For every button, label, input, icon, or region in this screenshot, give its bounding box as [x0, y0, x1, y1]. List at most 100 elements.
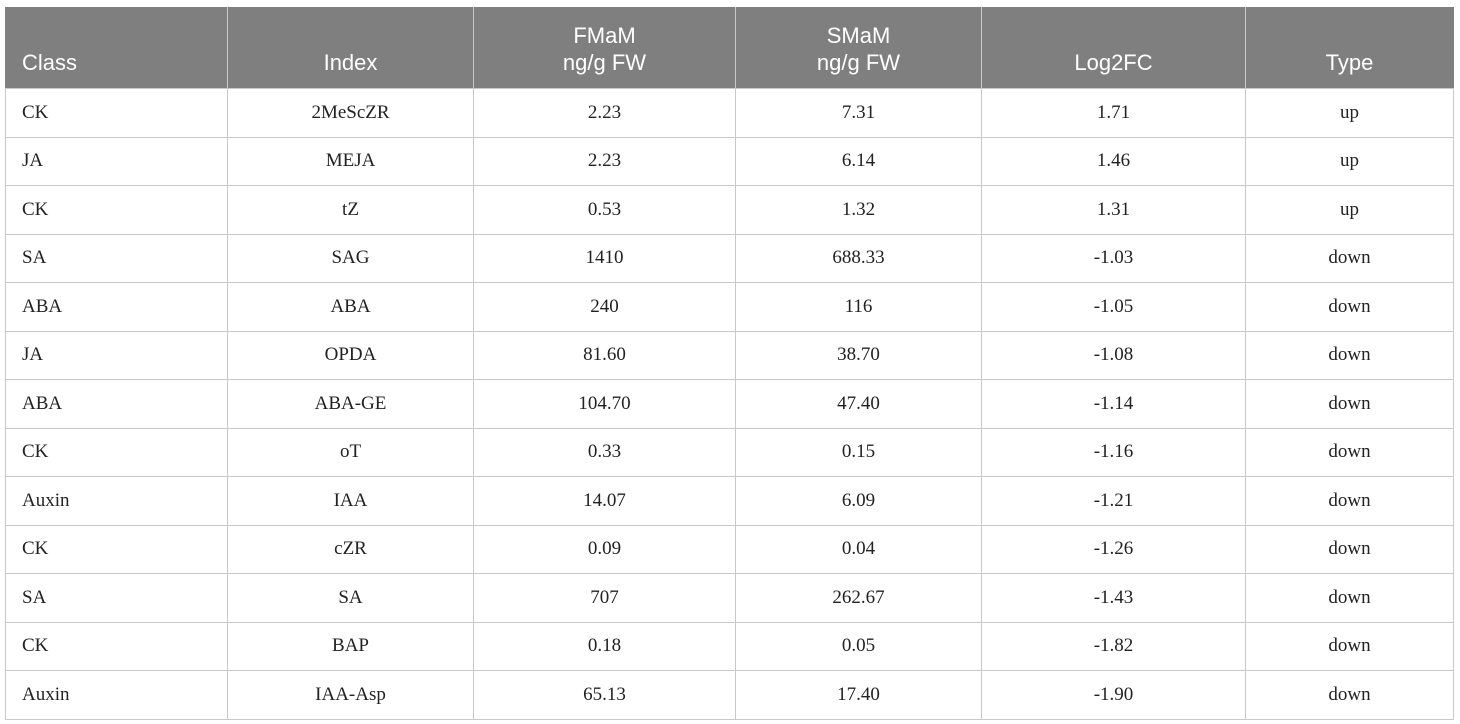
table-row: SA SA 707 262.67 -1.43 down — [5, 573, 1454, 623]
cell-fmam: 2.23 — [473, 136, 736, 186]
cell-index: BAP — [227, 621, 474, 671]
cell-type: down — [1245, 621, 1454, 671]
cell-fmam: 0.33 — [473, 427, 736, 477]
cell-index: 2MeScZR — [227, 88, 474, 138]
header-index: Index — [227, 7, 474, 89]
cell-class: Auxin — [5, 670, 228, 720]
table-row: ABA ABA 240 116 -1.05 down — [5, 282, 1454, 332]
cell-class: SA — [5, 233, 228, 283]
cell-smam: 1.32 — [735, 185, 982, 235]
cell-fmam: 1410 — [473, 233, 736, 283]
cell-smam: 688.33 — [735, 233, 982, 283]
cell-log2fc: -1.05 — [981, 282, 1246, 332]
cell-smam: 0.04 — [735, 524, 982, 574]
cell-index: tZ — [227, 185, 474, 235]
table-body: CK 2MeScZR 2.23 7.31 1.71 up JA MEJA 2.23 6.14 1.4… — [5, 88, 1454, 720]
cell-index: IAA-Asp — [227, 670, 474, 720]
cell-fmam: 81.60 — [473, 330, 736, 380]
cell-class: CK — [5, 524, 228, 574]
table-row: CK oT 0.33 0.15 -1.16 down — [5, 427, 1454, 477]
header-fmam: FMaM ng/g FW — [473, 7, 736, 89]
cell-class: ABA — [5, 379, 228, 429]
cell-class: JA — [5, 330, 228, 380]
table-row: ABA ABA-GE 104.70 47.40 -1.14 down — [5, 379, 1454, 429]
cell-class: ABA — [5, 282, 228, 332]
header-line: Log2FC — [1074, 50, 1153, 75]
table-row: Auxin IAA 14.07 6.09 -1.21 down — [5, 476, 1454, 526]
cell-class: CK — [5, 621, 228, 671]
cell-class: Auxin — [5, 476, 228, 526]
cell-smam: 17.40 — [735, 670, 982, 720]
table-row: SA SAG 1410 688.33 -1.03 down — [5, 233, 1454, 283]
cell-type: down — [1245, 330, 1454, 380]
cell-log2fc: -1.08 — [981, 330, 1246, 380]
cell-type: down — [1245, 233, 1454, 283]
cell-fmam: 240 — [473, 282, 736, 332]
cell-smam: 262.67 — [735, 573, 982, 623]
header-line: ng/g FW — [562, 50, 647, 75]
cell-type: down — [1245, 476, 1454, 526]
header-class: Class — [5, 7, 228, 89]
table-header: Class Index FMaM ng/g FW SMaM ng/g FW Log2… — [5, 7, 1454, 89]
table-row: CK cZR 0.09 0.04 -1.26 down — [5, 524, 1454, 574]
cell-smam: 0.15 — [735, 427, 982, 477]
cell-log2fc: -1.16 — [981, 427, 1246, 477]
cell-index: SAG — [227, 233, 474, 283]
cell-log2fc: -1.26 — [981, 524, 1246, 574]
cell-index: oT — [227, 427, 474, 477]
cell-fmam: 0.53 — [473, 185, 736, 235]
header-line: Index — [323, 50, 378, 75]
hormone-table-container: Class Index FMaM ng/g FW SMaM ng/g FW Log2… — [5, 7, 1454, 720]
cell-fmam: 14.07 — [473, 476, 736, 526]
cell-index: SA — [227, 573, 474, 623]
cell-log2fc: -1.14 — [981, 379, 1246, 429]
cell-type: up — [1245, 136, 1454, 186]
cell-smam: 38.70 — [735, 330, 982, 380]
header-line: Type — [1325, 50, 1374, 75]
cell-log2fc: -1.90 — [981, 670, 1246, 720]
cell-class: CK — [5, 427, 228, 477]
header-line: ng/g FW — [816, 50, 901, 75]
table-row: CK 2MeScZR 2.23 7.31 1.71 up — [5, 88, 1454, 138]
cell-fmam: 2.23 — [473, 88, 736, 138]
cell-type: down — [1245, 282, 1454, 332]
cell-smam: 6.14 — [735, 136, 982, 186]
table-row: JA OPDA 81.60 38.70 -1.08 down — [5, 330, 1454, 380]
cell-class: SA — [5, 573, 228, 623]
header-line: SMaM — [826, 23, 891, 48]
cell-log2fc: 1.46 — [981, 136, 1246, 186]
header-line: Class — [22, 50, 78, 75]
cell-log2fc: -1.43 — [981, 573, 1246, 623]
cell-smam: 47.40 — [735, 379, 982, 429]
cell-index: IAA — [227, 476, 474, 526]
cell-type: down — [1245, 670, 1454, 720]
header-smam: SMaM ng/g FW — [735, 7, 982, 89]
table-row: CK BAP 0.18 0.05 -1.82 down — [5, 621, 1454, 671]
cell-fmam: 0.18 — [473, 621, 736, 671]
cell-log2fc: -1.82 — [981, 621, 1246, 671]
header-line: FMaM — [573, 23, 636, 48]
cell-type: up — [1245, 185, 1454, 235]
table-row: CK tZ 0.53 1.32 1.31 up — [5, 185, 1454, 235]
cell-type: down — [1245, 427, 1454, 477]
cell-index: cZR — [227, 524, 474, 574]
cell-log2fc: -1.03 — [981, 233, 1246, 283]
table-row: JA MEJA 2.23 6.14 1.46 up — [5, 136, 1454, 186]
cell-type: up — [1245, 88, 1454, 138]
cell-fmam: 707 — [473, 573, 736, 623]
header-log2fc: Log2FC — [981, 7, 1246, 89]
cell-smam: 116 — [735, 282, 982, 332]
cell-class: CK — [5, 88, 228, 138]
cell-type: down — [1245, 573, 1454, 623]
cell-log2fc: 1.31 — [981, 185, 1246, 235]
cell-smam: 0.05 — [735, 621, 982, 671]
cell-fmam: 104.70 — [473, 379, 736, 429]
cell-index: ABA — [227, 282, 474, 332]
cell-smam: 6.09 — [735, 476, 982, 526]
cell-index: MEJA — [227, 136, 474, 186]
header-row: Class Index FMaM ng/g FW SMaM ng/g FW Log2… — [5, 7, 1454, 89]
cell-index: OPDA — [227, 330, 474, 380]
header-type: Type — [1245, 7, 1454, 89]
cell-log2fc: 1.71 — [981, 88, 1246, 138]
cell-fmam: 65.13 — [473, 670, 736, 720]
